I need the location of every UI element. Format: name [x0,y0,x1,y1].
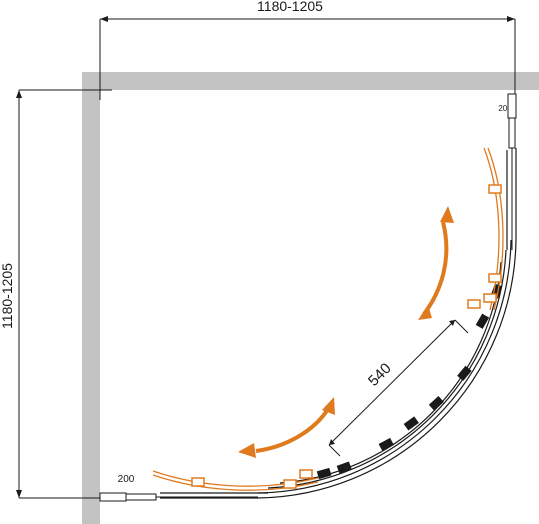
width-dimension-label: 1180-1205 [257,0,323,14]
open-door-handles [191,184,502,489]
width-dimension [99,16,516,100]
closed-door-hardware [316,283,503,480]
slide-arrow-upper [418,206,454,320]
door-opening-dimension [328,319,469,457]
wall-left [82,72,100,524]
open-door-upper [483,147,504,311]
height-dimension [16,89,112,499]
door-opening-label: 540 [365,360,395,390]
curved-glass-panels [160,148,517,499]
open-door-lower [152,470,319,491]
left-wall-profile [99,492,258,502]
slide-arrow-lower [238,397,335,458]
top-profile-label: 200 [498,104,512,113]
left-profile-label: 200 [118,474,135,485]
right-wall-profile [507,93,517,250]
height-dimension-label: 1180-1205 [0,263,15,329]
wall-top [82,72,539,90]
